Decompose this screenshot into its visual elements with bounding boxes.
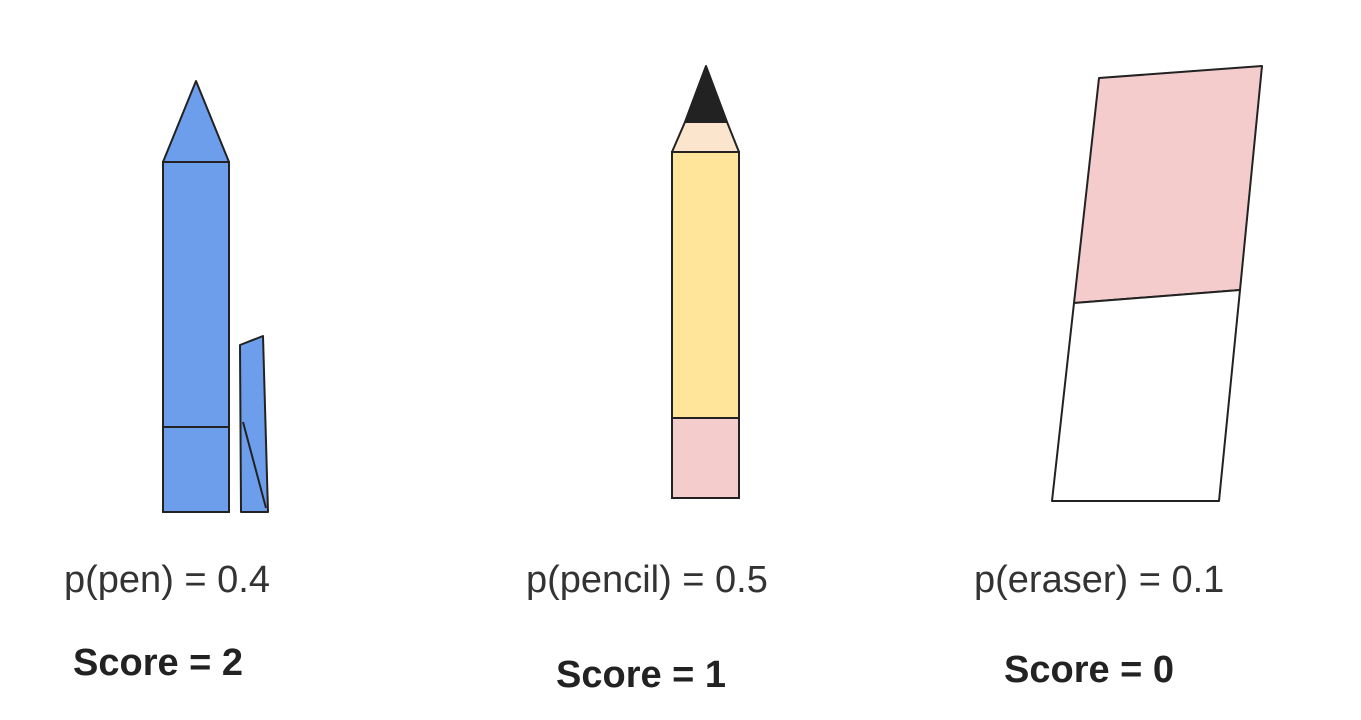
eraser-score-label: Score = 0: [1004, 649, 1175, 691]
pen-probability-label: p(pen) = 0.4: [64, 559, 270, 601]
eraser-body: [1051, 289, 1241, 502]
pen-cap-clip: [242, 421, 267, 509]
eraser-sleeve: [1073, 65, 1263, 304]
pencil-score-label: Score = 1: [556, 654, 727, 696]
pencil-icon: [671, 65, 740, 499]
pencil-wood: [671, 121, 740, 153]
pencil-lead: [684, 65, 728, 123]
pencil-probability-label: p(pencil) = 0.5: [526, 559, 768, 601]
eraser-icon: [1051, 65, 1263, 502]
pen-cap: [239, 335, 269, 513]
eraser-probability-label: p(eraser) = 0.1: [974, 559, 1225, 601]
pencil-body: [671, 151, 740, 419]
pen-body: [162, 161, 230, 428]
pen-tip: [162, 80, 230, 163]
pen-icon: [162, 80, 269, 513]
pen-base: [162, 426, 230, 513]
pencil-eraser: [671, 417, 740, 499]
pen-score-label: Score = 2: [73, 642, 244, 684]
